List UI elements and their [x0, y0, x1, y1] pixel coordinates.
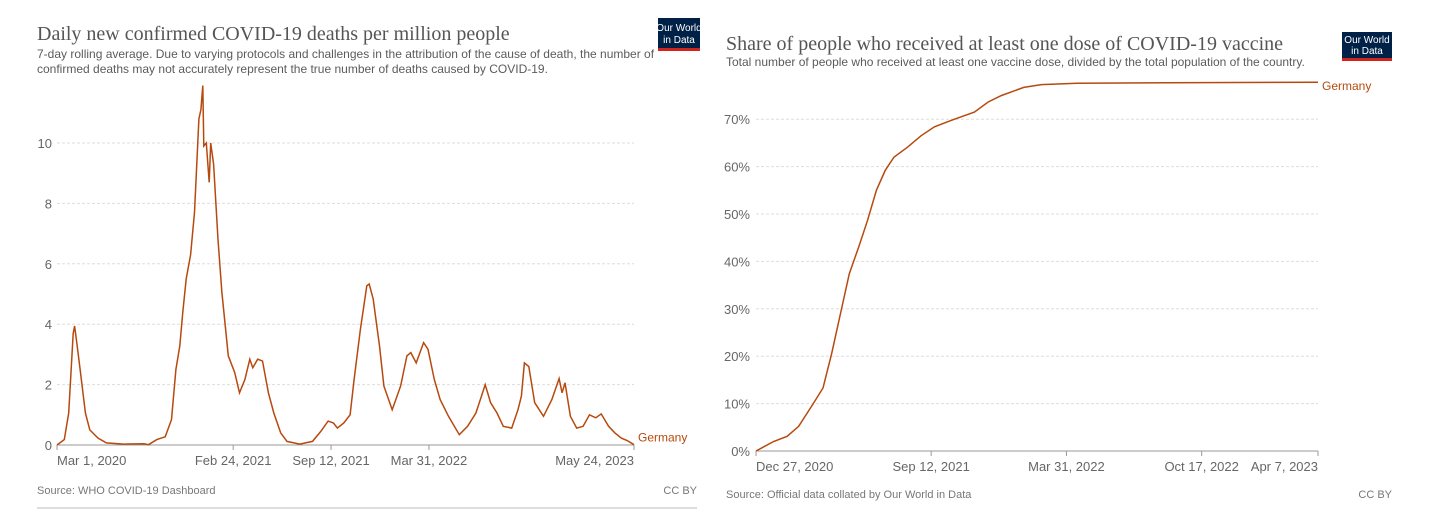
logo-bar — [658, 48, 700, 51]
x-tick-label: Mar 31, 2022 — [391, 453, 468, 468]
series-line-germany[interactable] — [755, 81, 1319, 452]
x-tick-label: Sep 12, 2021 — [892, 459, 969, 474]
chart-subtitle-line2: confirmed deaths may not accurately repr… — [37, 62, 548, 76]
logo-bar — [1342, 58, 1392, 61]
y-tick-label: 0% — [731, 444, 750, 459]
owid-logo[interactable]: Our World in Data — [656, 18, 702, 51]
y-tick-label: 30% — [724, 302, 750, 317]
y-tick-label: 6 — [45, 257, 52, 272]
chart-source: Source: WHO COVID-19 Dashboard — [37, 485, 216, 497]
y-tick-label: 8 — [45, 196, 52, 211]
logo-text-1: Our World — [656, 23, 701, 34]
chart-title: Daily new confirmed COVID-19 deaths per … — [37, 23, 510, 45]
y-tick-label: 70% — [724, 112, 750, 127]
chart-license[interactable]: CC BY — [1358, 489, 1392, 501]
y-tick-label: 10% — [724, 397, 750, 412]
x-tick-label: Mar 31, 2022 — [1028, 459, 1105, 474]
y-tick-label: 40% — [724, 254, 750, 269]
chart-subtitle: Total number of people who received at l… — [726, 55, 1305, 69]
y-tick-label: 60% — [724, 160, 750, 175]
deaths-plot: 0 2 4 6 8 10 Mar 1, 2020 Feb 24, 2021 Sep 12, 20… — [38, 85, 687, 468]
owid-logo[interactable]: Our World in Data — [1342, 32, 1392, 61]
logo-text-2: in Data — [663, 35, 695, 46]
series-label[interactable]: Germany — [1322, 79, 1371, 93]
y-tick-label: 20% — [724, 349, 750, 364]
x-tick-label: Mar 1, 2020 — [57, 453, 126, 468]
y-tick-label: 0 — [45, 438, 52, 453]
vaccine-plot: 0% 10% 20% 30% 40% 50% 60% 70% Dec 27, 2020 Sep 1… — [724, 79, 1371, 474]
chart-source: Source: Official data collated by Our Wo… — [726, 489, 972, 501]
logo-text-1: Our World — [1344, 35, 1389, 46]
series-line-germany[interactable] — [56, 85, 635, 446]
x-tick-label: Dec 27, 2020 — [756, 459, 833, 474]
deaths-chart: Daily new confirmed COVID-19 deaths per … — [37, 18, 702, 509]
chart-title: Share of people who received at least on… — [726, 33, 1283, 55]
y-tick-label: 50% — [724, 207, 750, 222]
x-tick-label: Feb 24, 2021 — [195, 453, 272, 468]
series-label[interactable]: Germany — [638, 431, 687, 445]
logo-background — [658, 18, 700, 48]
x-tick-label: Oct 17, 2022 — [1164, 459, 1238, 474]
chart-subtitle-line1: 7-day rolling average. Due to varying pr… — [37, 47, 655, 61]
x-tick-label: Sep 12, 2021 — [292, 453, 369, 468]
y-tick-label: 10 — [38, 136, 52, 151]
logo-background — [1342, 32, 1392, 58]
logo-text-2: in Data — [1351, 46, 1383, 57]
chart-license[interactable]: CC BY — [663, 485, 697, 497]
x-tick-label: May 24, 2023 — [555, 453, 634, 468]
x-tick-label: Apr 7, 2023 — [1251, 459, 1318, 474]
y-tick-label: 4 — [45, 317, 52, 332]
y-tick-label: 2 — [45, 378, 52, 393]
vaccine-chart: Share of people who received at least on… — [724, 32, 1393, 501]
